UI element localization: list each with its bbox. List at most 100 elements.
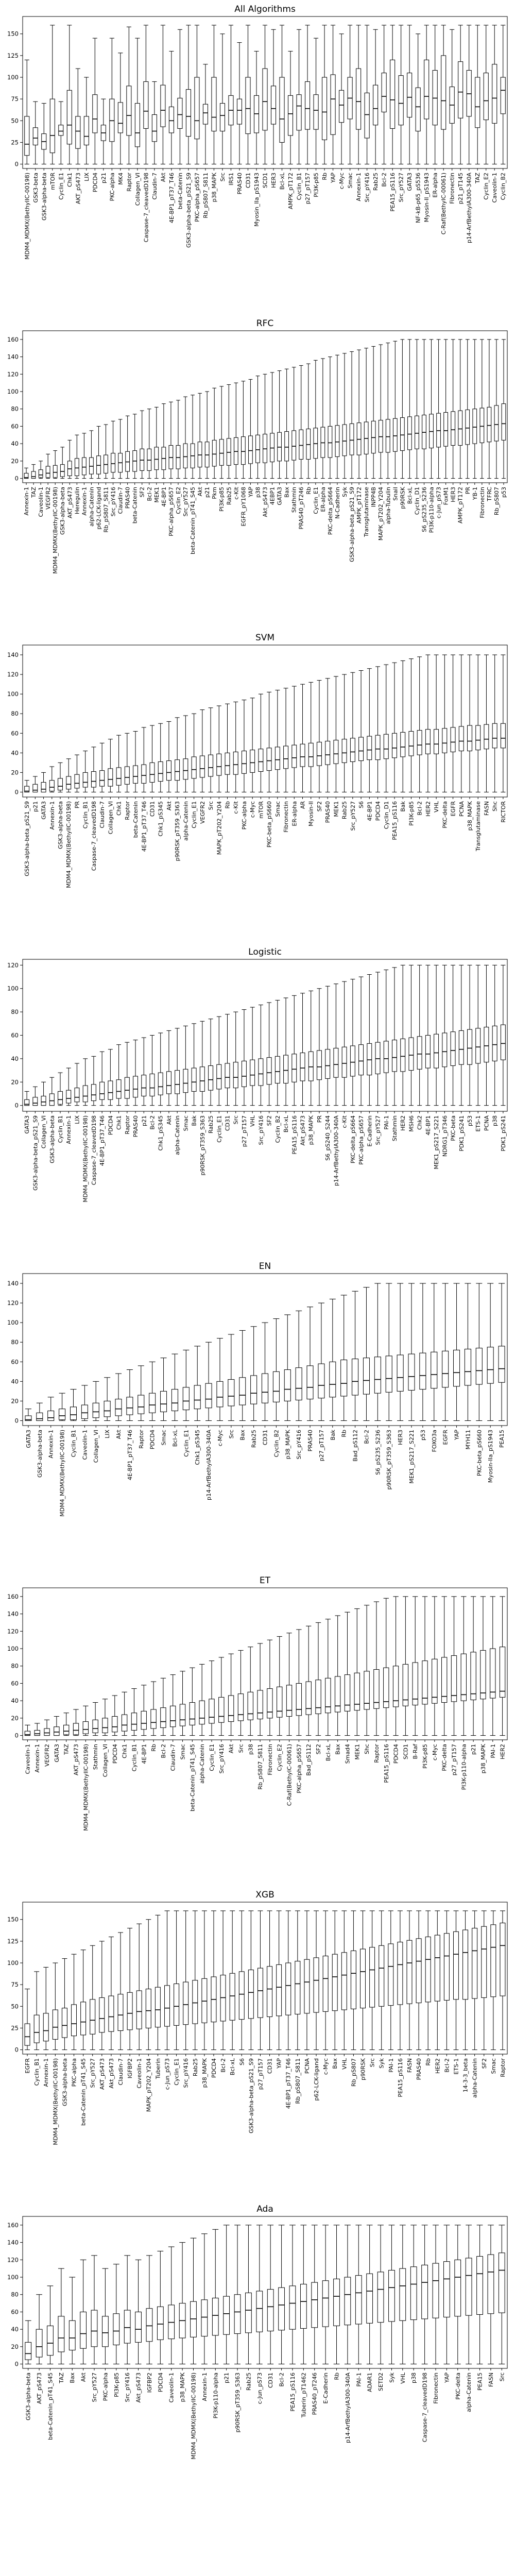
box-1: GSK3-alpha-beta_pS21_S9 [32,1086,39,1191]
iqr-box [233,1062,238,1089]
x-tick-label: GSK3-alpha-beta [49,1115,56,1163]
iqr-box [462,1929,469,2000]
iqr-box [367,736,372,760]
x-tick-label: PI3K-p85 [422,1744,428,1769]
box-24: GSK3-alpha-beta_pS21_S9 [248,1910,254,2133]
iqr-box [419,1352,426,1390]
x-tick-label: GSK3-alpha-beta_pS21_S9 [185,173,192,248]
x-tick-label: Annexin-1 [355,173,362,201]
x-tick-label: Src_pY527 [182,487,189,517]
x-tick-label: Cyclin_E1 [313,487,319,514]
x-tick-label: Collagen_VI [107,801,114,834]
iqr-box [33,2014,40,2043]
x-tick-label: 14-3-3_beta [462,2058,469,2092]
iqr-box [272,1371,280,1402]
box-42: Src_pY527 [375,972,382,1145]
box-16: Chk1_pS345 [158,1032,164,1150]
x-tick-label: MYH11 [465,1430,471,1449]
x-tick-label: PDCD4 [112,1744,118,1764]
iqr-box [355,2275,362,2325]
iqr-box [154,1987,161,2028]
x-tick-label: Src_pY416 [364,173,371,202]
box-38: Smac [347,25,354,189]
iqr-box [134,103,140,147]
iqr-box [375,735,381,760]
x-tick-label: Smac [347,173,354,189]
box-10: Claudin-7 [117,1932,124,2085]
iqr-box [460,1653,467,1701]
x-tick-label: p62-LCK-ligand [313,2058,320,2101]
box-45: HER2 [400,964,406,1131]
x-tick-label: Bcl-2 [160,1744,167,1758]
iqr-box [131,1713,138,1731]
x-tick-label: PEA15 [499,1430,505,1448]
box-49: HER2 [499,1596,506,1759]
x-tick-label: Smac [161,1430,167,1446]
x-tick-label: 4E-BP1 [141,1744,147,1764]
box-47: 14-3-3_beta [462,1910,469,2092]
x-tick-label: Rb [150,1744,157,1752]
iqr-box [453,1349,460,1387]
iqr-box [225,1063,230,1089]
iqr-box [49,98,55,154]
iqr-box [175,1070,180,1094]
box-53: Bcl-xL [406,339,413,504]
box-51: Raptor [500,1910,506,2077]
x-tick-label: CD31 [224,1115,231,1131]
x-tick-label: Rb [425,2058,432,2066]
y-tick-label: 140 [7,2239,19,2246]
x-tick-label: Cyclin_B2 [273,1430,280,1457]
x-tick-label: SF2 [139,487,146,497]
iqr-box [443,412,448,447]
box-51: EGFR [450,654,457,816]
box-66: p53 [501,339,507,498]
box-8: AKT_pS473 [99,1941,106,2090]
box-10: Chk1 [122,1691,128,1758]
x-tick-label: E-Cadherin [366,1115,373,1147]
iqr-box [499,1647,506,1698]
box-1: TAZ [30,464,37,498]
y-tick-label: 0 [15,1732,19,1739]
iqr-box [164,1985,170,2027]
iqr-box [124,766,130,785]
x-tick-label: Bcl-2 [279,2372,285,2387]
box-39: PKC-delta [454,2225,461,2400]
iqr-box [245,2292,252,2333]
x-tick-label: p38_MAPK [308,1115,315,1145]
iqr-box [127,1992,133,2030]
iqr-box [277,1686,283,1718]
x-tick-label: Claudin-7 [151,173,158,199]
box-34: MEK1_pS217_S221 [408,1283,415,1484]
iqr-box [270,86,277,125]
x-tick-label: Chk1 [116,801,123,816]
box-19: p38_MAPK [201,1910,208,2088]
x-tick-label: MDM4_MDMX(BethyIIC-00198) [52,487,59,574]
x-tick-label: Cyclin_E2 [175,487,182,514]
box-0: GATA3 [24,1091,30,1134]
box-14: Bcl-2 [160,1677,167,1758]
x-tick-label: Smac [182,1115,189,1131]
iqr-box [369,1947,375,2008]
box-14: 4E-BP1_pT37_T46 [141,727,147,852]
x-tick-label: PEA15 [477,2372,484,2391]
iqr-box [109,98,115,142]
box-13: Collagen_VI [134,38,141,206]
x-tick-label: PI3K-p85 [408,801,415,826]
iqr-box [315,1680,321,1714]
iqr-box [58,2316,65,2352]
x-tick-label: mTOR [258,801,264,819]
box-7: Src_pY527 [90,1945,96,2088]
x-tick-label: Smac [180,1744,186,1760]
box-61: PR [465,339,471,494]
box-48: HER2 [425,654,432,817]
box-5: GSK3-alpha-beta [59,447,66,535]
x-tick-label: S6_pS240_S244 [324,1115,331,1161]
iqr-box [291,744,297,768]
iqr-box [208,754,214,777]
iqr-box [112,1716,118,1733]
box-51: p21_pT145 [457,25,464,204]
x-tick-label: Annexin-1 [49,801,56,830]
x-tick-label: GATA3 [41,801,47,820]
iqr-box [160,1707,166,1728]
box-38: c-Kit [341,981,348,1128]
